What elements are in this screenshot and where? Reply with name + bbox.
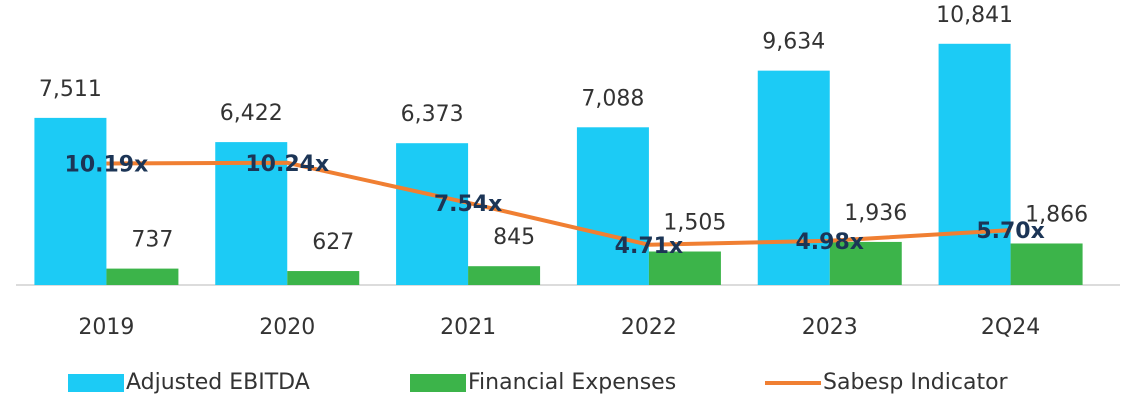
line-label: 7.54x bbox=[434, 192, 502, 217]
value-label: 7,088 bbox=[581, 86, 644, 111]
line-label: 10.24x bbox=[245, 152, 329, 177]
chart: 2019 2020 2021 2022 2023 2Q24 7,511 6,422 6,373 7… bbox=[0, 0, 1135, 401]
bar bbox=[468, 266, 540, 285]
bar bbox=[106, 269, 178, 285]
bar bbox=[34, 118, 106, 285]
x-tick-label: 2022 bbox=[621, 315, 677, 340]
bar bbox=[1011, 243, 1083, 285]
bar bbox=[939, 44, 1011, 285]
line-label: 10.19x bbox=[65, 153, 149, 178]
value-label: 9,634 bbox=[762, 30, 825, 55]
x-tick-label: 2019 bbox=[78, 315, 134, 340]
value-label: 845 bbox=[493, 225, 535, 250]
value-label: 1,505 bbox=[663, 211, 726, 236]
legend-label: Adjusted EBITDA bbox=[126, 370, 310, 395]
line-label: 4.71x bbox=[615, 234, 683, 259]
x-tick-label: 2Q24 bbox=[981, 315, 1040, 340]
x-tick-label: 2021 bbox=[440, 315, 496, 340]
value-label: 7,511 bbox=[39, 77, 102, 102]
value-label: 6,373 bbox=[401, 102, 464, 127]
value-label: 1,936 bbox=[844, 201, 907, 226]
x-tick-label: 2020 bbox=[259, 315, 315, 340]
bar bbox=[577, 127, 649, 285]
bar bbox=[287, 271, 359, 285]
value-label: 737 bbox=[131, 228, 173, 253]
x-tick-label: 2023 bbox=[802, 315, 858, 340]
legend-label: Financial Expenses bbox=[468, 370, 676, 395]
value-label: 6,422 bbox=[220, 101, 283, 126]
legend-swatch bbox=[410, 374, 466, 392]
legend-label: Sabesp Indicator bbox=[823, 370, 1009, 395]
legend-swatch bbox=[68, 374, 124, 392]
line-label: 5.70x bbox=[976, 219, 1044, 244]
line-label: 4.98x bbox=[796, 230, 864, 255]
value-label: 10,841 bbox=[936, 3, 1013, 28]
value-label: 627 bbox=[312, 230, 354, 255]
